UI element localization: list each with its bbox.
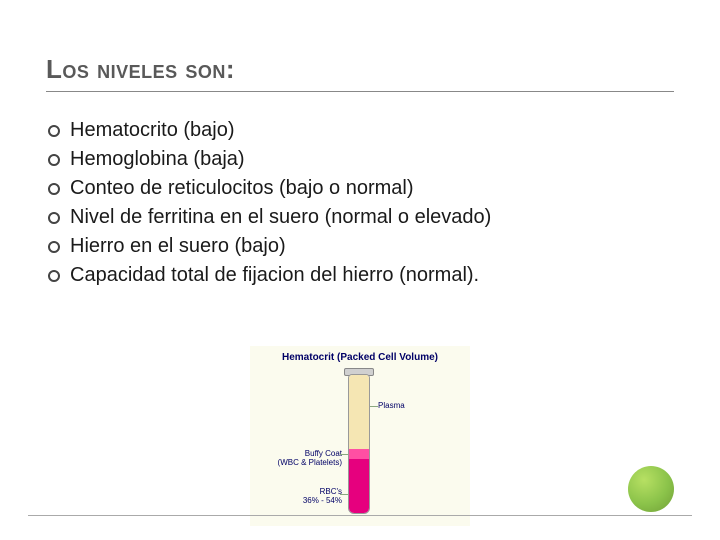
bullet-list: Hematocrito (bajo) Hemoglobina (baja) Co… (46, 116, 674, 290)
label-rbc: RBC's 36% - 54% (282, 488, 342, 506)
layer-plasma (349, 375, 369, 449)
test-tube (348, 374, 370, 514)
list-item: Capacidad total de fijacion del hierro (… (46, 261, 674, 290)
bottom-divider (28, 515, 692, 516)
slide: Los niveles son: Hematocrito (bajo) Hemo… (0, 0, 720, 540)
diagram-title: Hematocrit (Packed Cell Volume) (250, 346, 470, 363)
label-buffy: Buffy Coat (WBC & Platelets) (272, 450, 342, 468)
page-title: Los niveles son: (46, 54, 674, 85)
hematocrit-diagram: Hematocrit (Packed Cell Volume) Plasma B… (250, 346, 470, 526)
list-item: Hemoglobina (baja) (46, 145, 674, 174)
layer-rbc (349, 459, 369, 514)
decorative-green-circle-icon (628, 466, 674, 512)
title-underline (46, 91, 674, 92)
connector-rbc (340, 494, 348, 495)
connector-buffy (340, 454, 348, 455)
list-item: Nivel de ferritina en el suero (normal o… (46, 203, 674, 232)
list-item: Conteo de reticulocitos (bajo o normal) (46, 174, 674, 203)
connector-plasma (370, 406, 378, 407)
list-item: Hematocrito (bajo) (46, 116, 674, 145)
layer-buffy (349, 449, 369, 459)
list-item: Hierro en el suero (bajo) (46, 232, 674, 261)
label-plasma: Plasma (378, 402, 405, 411)
